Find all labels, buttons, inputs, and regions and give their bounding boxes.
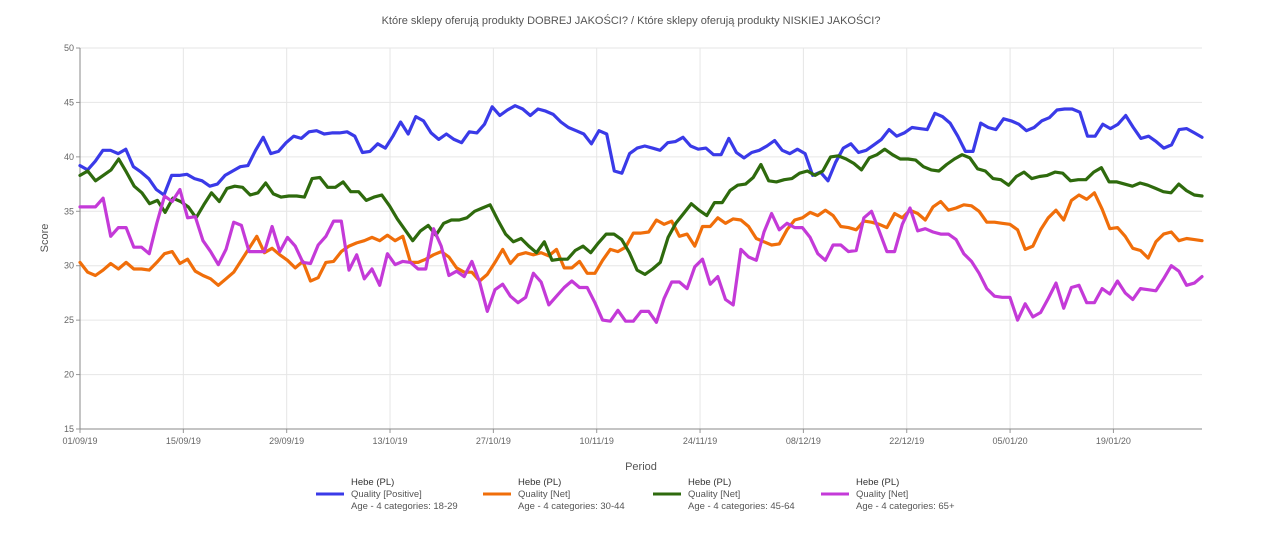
series-line-4: [78, 187, 1204, 324]
gridlines: [80, 47, 1202, 429]
legend-label: Hebe (PL): [351, 477, 394, 488]
y-tick-label: 30: [64, 261, 74, 271]
legend-item-2: Hebe (PL)Quality [Net]Age - 4 categories…: [483, 477, 625, 512]
legend-item-1: Hebe (PL)Quality [Positive]Age - 4 categ…: [316, 477, 458, 512]
x-tick-label: 15/09/19: [166, 436, 201, 446]
series-line-3: [78, 147, 1204, 276]
legend-label: Hebe (PL): [856, 477, 899, 488]
legend-label: Age - 4 categories: 30-44: [518, 501, 625, 512]
legend-label: Quality [Net]: [856, 489, 908, 500]
series-lines: [78, 104, 1204, 324]
y-axis-title: Score: [39, 224, 51, 253]
chart-title: Które sklepy oferują produkty DOBREJ JAK…: [382, 14, 881, 27]
legend: Hebe (PL)Quality [Positive]Age - 4 categ…: [316, 477, 955, 512]
x-tick-label: 05/01/20: [993, 436, 1028, 446]
y-tick-label: 15: [64, 424, 74, 434]
y-tick-label: 20: [64, 370, 74, 380]
legend-label: Age - 4 categories: 18-29: [351, 501, 458, 512]
series-line-1: [78, 104, 1204, 197]
y-tick-label: 40: [64, 152, 74, 162]
y-tick-label: 50: [64, 43, 74, 53]
x-tick-label: 27/10/19: [476, 436, 511, 446]
legend-label: Hebe (PL): [518, 477, 561, 488]
x-tick-label: 13/10/19: [373, 436, 408, 446]
legend-label: Age - 4 categories: 45-64: [688, 501, 795, 512]
legend-item-3: Hebe (PL)Quality [Net]Age - 4 categories…: [653, 477, 795, 512]
legend-label: Age - 4 categories: 65+: [856, 501, 955, 512]
legend-label: Quality [Net]: [688, 489, 740, 500]
legend-label: Hebe (PL): [688, 477, 731, 488]
y-tick-label: 25: [64, 315, 74, 325]
series-line-2: [78, 191, 1204, 287]
x-axis-title: Period: [625, 461, 657, 473]
x-tick-label: 01/09/19: [62, 436, 97, 446]
y-tick-label: 45: [64, 97, 74, 107]
legend-label: Quality [Net]: [518, 489, 570, 500]
y-tick-label: 35: [64, 206, 74, 216]
axes: 15 20 25 30 35 40 45 50 01/09/19 15/09/19 29/09/19…: [62, 43, 1202, 446]
legend-label: Quality [Positive]: [351, 489, 422, 500]
x-tick-label: 19/01/20: [1096, 436, 1131, 446]
x-tick-label: 29/09/19: [269, 436, 304, 446]
x-tick-label: 10/11/19: [580, 436, 614, 446]
x-tick-label: 08/12/19: [786, 436, 821, 446]
x-tick-label: 22/12/19: [889, 436, 924, 446]
legend-item-4: Hebe (PL)Quality [Net]Age - 4 categories…: [821, 477, 955, 512]
x-tick-label: 24/11/19: [683, 436, 717, 446]
